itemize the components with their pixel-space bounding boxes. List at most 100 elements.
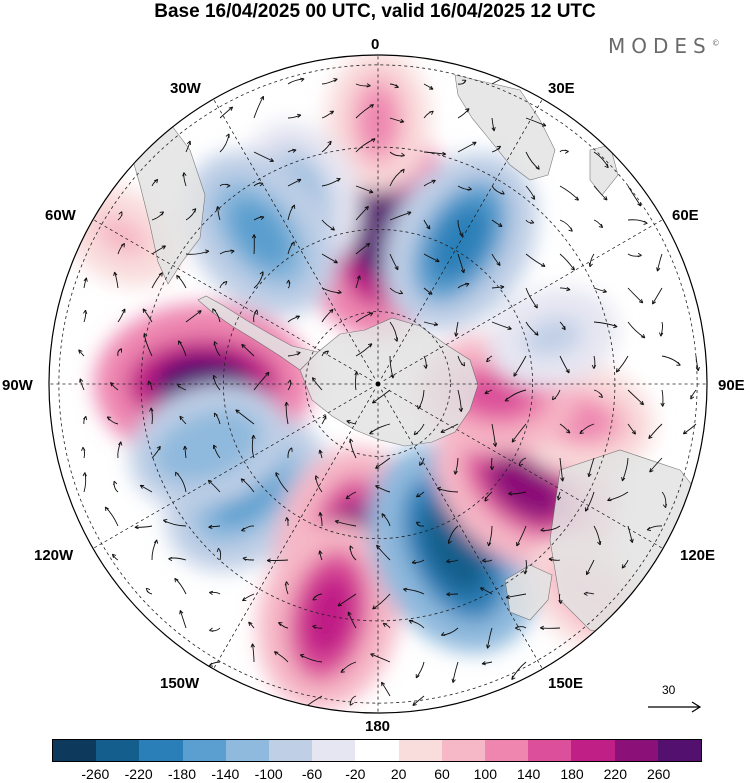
wind-vector	[312, 624, 323, 629]
wind-vector	[355, 343, 373, 357]
map-border	[48, 54, 708, 714]
wind-vector	[627, 252, 642, 258]
wind-vector	[607, 491, 629, 502]
wind-vector	[593, 185, 608, 201]
wind-vector	[593, 151, 609, 169]
wind-vector	[682, 423, 697, 435]
lon-label-90w: 90W	[2, 377, 33, 394]
wind-vector	[149, 407, 154, 425]
wind-vector	[482, 558, 493, 563]
wind-vector	[415, 661, 425, 679]
wind-vector	[389, 355, 395, 379]
wind-vector	[286, 279, 291, 289]
wind-vector	[423, 83, 434, 90]
wind-vector	[627, 287, 644, 304]
wind-vector	[219, 183, 231, 188]
australia	[549, 449, 707, 641]
wind-vector	[242, 556, 255, 561]
copyright-mark: ©	[711, 38, 720, 48]
wind-vector	[219, 106, 234, 119]
wind-vector	[287, 241, 295, 255]
lon-label-60e: 60E	[672, 207, 699, 224]
wind-vector	[381, 681, 391, 697]
wind-vector	[287, 315, 301, 323]
wind-vector	[151, 272, 163, 289]
wind-vector	[299, 653, 323, 663]
wind-vector	[508, 491, 527, 496]
map-title: Base 16/04/2025 00 UTC, valid 16/04/2025…	[154, 1, 596, 22]
wind-vector	[151, 445, 161, 459]
wind-vector	[185, 249, 210, 255]
wind-vector	[151, 539, 159, 561]
wind-vector	[208, 590, 221, 596]
wind-vector	[615, 355, 629, 373]
wind-vector	[661, 491, 667, 509]
wind-vector	[117, 308, 126, 323]
wind-vector	[586, 559, 595, 576]
colorbar-swatch	[614, 740, 658, 761]
wind-vector	[321, 140, 332, 153]
wind-vector	[354, 371, 359, 391]
wind-vector	[139, 484, 153, 493]
wind-vector	[457, 389, 463, 412]
wind-vector	[355, 205, 369, 221]
antarctic-peninsula	[197, 295, 319, 371]
wind-vector	[525, 287, 538, 309]
wind-vector	[208, 524, 221, 529]
lon-label-30w: 30W	[170, 80, 201, 97]
wind-vector	[253, 271, 264, 289]
wind-vector	[321, 78, 338, 85]
wind-vector	[371, 389, 391, 404]
wind-vector	[287, 148, 297, 153]
wind-vector	[178, 340, 187, 357]
wind-vector	[588, 253, 595, 268]
negative-anomaly	[229, 198, 292, 269]
wind-vector	[355, 275, 361, 289]
wind-vector	[413, 423, 425, 436]
wind-vector	[318, 512, 323, 527]
wind-vector	[389, 151, 405, 157]
wind-vector	[559, 423, 571, 434]
wind-vector	[525, 253, 546, 267]
wind-vector	[106, 416, 119, 425]
polar-map	[48, 54, 708, 714]
wind-vector	[321, 253, 338, 264]
wind-vector	[355, 242, 371, 255]
wind-vector	[212, 374, 221, 391]
south-pole-marker	[375, 381, 381, 387]
wind-vector	[355, 312, 374, 323]
colorbar-tick-label: -100	[254, 766, 283, 782]
colorbar-tick-label: -180	[167, 766, 197, 782]
wind-vector	[627, 185, 642, 207]
wind-vector	[241, 593, 255, 602]
wind-vector	[579, 423, 595, 434]
colorbar-tick-label: 180	[560, 766, 584, 782]
wind-vector	[381, 513, 391, 527]
wind-vector	[179, 609, 187, 629]
wind-vector	[457, 141, 477, 153]
wind-vector	[185, 310, 202, 323]
wind-vector	[321, 287, 342, 295]
wind-vector	[648, 423, 663, 440]
wind-vector	[287, 204, 296, 221]
wind-vector	[117, 348, 122, 357]
wind-vector	[446, 592, 459, 597]
colorbar-tick-label: 140	[516, 766, 541, 782]
wind-vector	[250, 643, 255, 663]
wind-vector	[389, 321, 399, 342]
wind-vector	[415, 491, 425, 498]
wind-vector	[287, 77, 305, 85]
wind-vector	[113, 271, 119, 289]
wind-vector	[513, 355, 527, 377]
colorbar-tick-label: 260	[646, 766, 671, 782]
wind-vector	[253, 309, 259, 323]
wind-vector	[423, 179, 436, 187]
wind-vector	[134, 524, 153, 530]
wind-vector	[593, 389, 604, 398]
wind-vector	[109, 382, 119, 391]
wind-vector	[516, 525, 527, 547]
wind-vectors	[78, 76, 700, 709]
wind-vector	[321, 308, 334, 323]
wind-vector	[487, 525, 493, 547]
colorbar-tick-label: -140	[211, 766, 240, 782]
